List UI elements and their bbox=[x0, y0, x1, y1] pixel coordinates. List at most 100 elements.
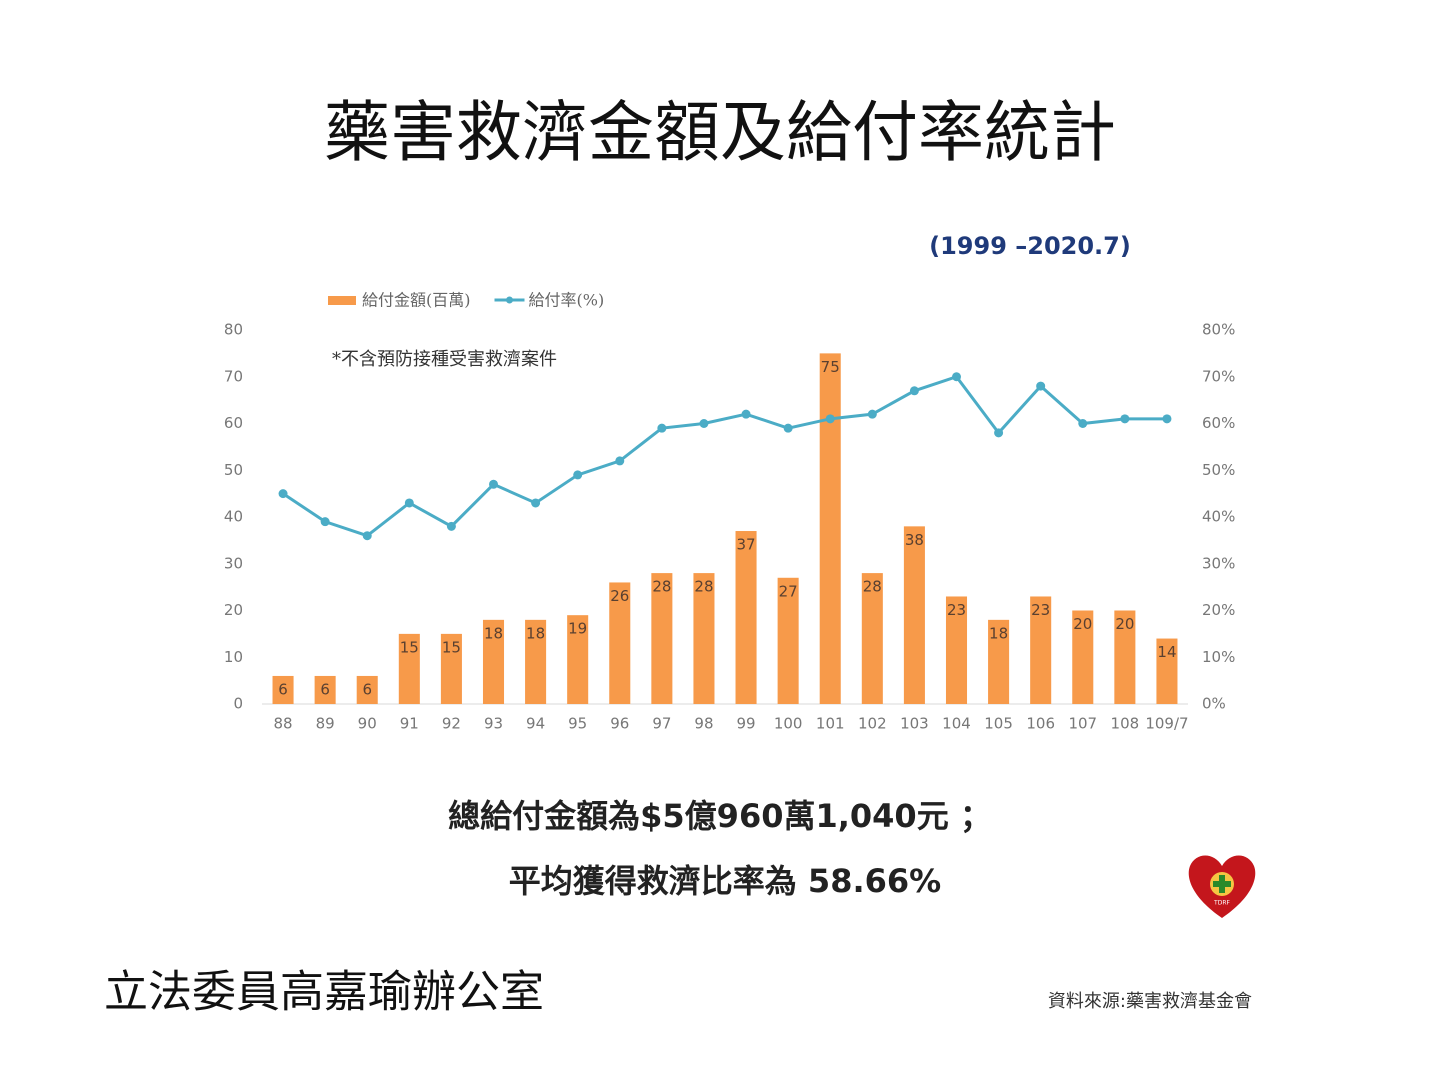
x-tick-label: 89 bbox=[316, 715, 335, 733]
bar bbox=[1030, 596, 1052, 704]
bar-label: 23 bbox=[947, 601, 966, 619]
x-tick-label: 98 bbox=[694, 715, 713, 733]
line-point bbox=[741, 409, 751, 419]
x-tick-label: 91 bbox=[400, 715, 419, 733]
y2-tick-label: 0% bbox=[1202, 695, 1226, 713]
annotation: *不含預防接種受害救濟案件 bbox=[332, 349, 557, 370]
y2-tick-label: 30% bbox=[1202, 554, 1235, 572]
line-point bbox=[783, 423, 793, 433]
bar-label: 6 bbox=[320, 680, 330, 698]
bar-label: 26 bbox=[610, 587, 629, 605]
y-tick-label: 50 bbox=[224, 461, 243, 479]
line-point bbox=[994, 428, 1004, 438]
bar bbox=[1156, 638, 1178, 704]
x-tick-label: 100 bbox=[774, 715, 803, 733]
x-tick-label: 95 bbox=[568, 715, 587, 733]
line-point bbox=[952, 372, 961, 382]
x-tick-label: 108 bbox=[1111, 715, 1140, 733]
x-tick-label: 88 bbox=[273, 715, 292, 733]
line-point bbox=[446, 521, 456, 531]
x-tick-label: 96 bbox=[610, 715, 629, 733]
line bbox=[282, 374, 1167, 538]
legend-swatch bbox=[328, 296, 356, 305]
x-tick-label: 104 bbox=[942, 715, 971, 733]
line-point bbox=[1120, 414, 1130, 424]
bar-label: 19 bbox=[568, 620, 587, 638]
bar-label: 15 bbox=[400, 638, 419, 656]
legend-label: 給付金額(百萬) bbox=[362, 291, 471, 310]
footer-source: 資料來源:藥害救濟基金會 bbox=[1048, 991, 1252, 1012]
line-point bbox=[867, 409, 877, 419]
bar bbox=[735, 531, 757, 704]
y2-tick-label: 10% bbox=[1202, 648, 1235, 666]
line-point bbox=[615, 456, 625, 466]
bar bbox=[609, 582, 631, 704]
x-tick-label: 103 bbox=[900, 715, 929, 733]
bar-label: 18 bbox=[989, 624, 1008, 642]
subtitle: (1999 –2020.7) bbox=[929, 232, 1131, 260]
bar bbox=[903, 526, 925, 704]
bar bbox=[567, 615, 589, 704]
y2-tick-label: 40% bbox=[1202, 508, 1235, 526]
x-tick-label: 94 bbox=[526, 715, 545, 733]
line-point bbox=[362, 531, 372, 541]
bar-label: 20 bbox=[1073, 615, 1092, 633]
title: 藥害救濟金額及給付率統計 bbox=[324, 94, 1116, 171]
bar bbox=[861, 573, 883, 704]
line-point bbox=[320, 517, 330, 527]
line-point bbox=[657, 423, 667, 433]
x-tick-label: 102 bbox=[858, 715, 887, 733]
line-point bbox=[909, 386, 919, 396]
bar bbox=[777, 577, 799, 704]
legend-swatch bbox=[506, 296, 513, 304]
legend-label: 給付率(%) bbox=[529, 291, 605, 310]
line-point bbox=[573, 470, 583, 480]
y-tick-label: 10 bbox=[224, 648, 243, 666]
bar-label: 75 bbox=[821, 358, 840, 376]
bar bbox=[819, 353, 841, 704]
x-tick-label: 99 bbox=[736, 715, 755, 733]
line-point bbox=[699, 419, 709, 428]
bar bbox=[1114, 610, 1136, 704]
bar-label: 6 bbox=[362, 680, 372, 698]
bar-label: 28 bbox=[863, 578, 882, 596]
line-point bbox=[1162, 414, 1172, 424]
bar bbox=[440, 633, 462, 704]
bar-label: 38 bbox=[905, 531, 924, 549]
bar bbox=[356, 675, 378, 704]
y-tick-label: 30 bbox=[224, 554, 243, 572]
bar bbox=[482, 619, 505, 704]
line-point bbox=[1078, 419, 1088, 428]
bar bbox=[314, 675, 336, 704]
bar-label: 6 bbox=[278, 680, 288, 698]
line-point bbox=[1036, 381, 1046, 391]
bar-label: 28 bbox=[652, 578, 671, 596]
y-tick-label: 0 bbox=[233, 695, 243, 713]
bar-label: 37 bbox=[736, 536, 755, 554]
line-point bbox=[489, 479, 498, 489]
x-tick-label: 101 bbox=[816, 715, 845, 733]
summary-line: 總給付金額為$5億960萬1,040元 ； bbox=[448, 797, 992, 835]
y-tick-label: 80 bbox=[224, 321, 243, 339]
bar-label: 23 bbox=[1031, 601, 1050, 619]
y-tick-label: 20 bbox=[224, 601, 243, 619]
line-point bbox=[531, 498, 541, 508]
y2-tick-label: 50% bbox=[1202, 461, 1235, 479]
footer-office: 立法委員高嘉瑜辦公室 bbox=[104, 967, 544, 1018]
y2-tick-label: 20% bbox=[1202, 601, 1235, 619]
bar-label: 20 bbox=[1115, 615, 1134, 633]
logo-cross bbox=[1213, 881, 1231, 887]
x-tick-label: 109/7 bbox=[1145, 715, 1188, 733]
summary-line: 平均獲得救濟比率為 58.66% bbox=[509, 862, 941, 900]
logo-text: TDRF bbox=[1213, 900, 1230, 907]
y2-tick-label: 60% bbox=[1202, 414, 1235, 432]
bar bbox=[398, 633, 420, 704]
bar bbox=[988, 619, 1010, 704]
bar-label: 14 bbox=[1157, 643, 1176, 661]
x-tick-label: 92 bbox=[442, 715, 461, 733]
bar bbox=[693, 573, 715, 704]
line-point bbox=[278, 489, 288, 499]
y2-tick-label: 80% bbox=[1202, 321, 1235, 339]
bar-label: 18 bbox=[526, 624, 545, 642]
